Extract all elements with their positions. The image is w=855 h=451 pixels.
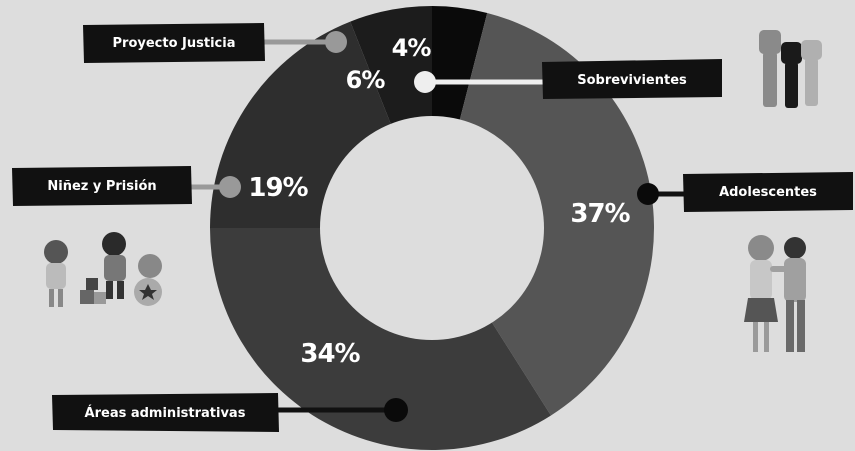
- connectors: [187, 39, 693, 413]
- dot-sobrevivientes: [414, 71, 436, 93]
- pct-adolescentes: 37%: [570, 199, 630, 229]
- pct-proyecto: 6%: [346, 66, 386, 94]
- label-text-areas: Áreas administrativas: [85, 405, 246, 421]
- label-adolescentes: Adolescentes: [683, 172, 853, 212]
- pct-ninez: 19%: [248, 173, 308, 203]
- pct-sobrevivientes: 4%: [392, 34, 432, 62]
- percent-labels: 4% 37% 34% 19% 6%: [248, 34, 631, 369]
- label-text-ninez: Niñez y Prisión: [47, 179, 156, 194]
- children-playing-icon: [44, 232, 162, 307]
- label-text-adolescentes: Adolescentes: [719, 185, 817, 200]
- dot-adolescentes: [637, 183, 659, 205]
- label-box-proyecto: [83, 23, 265, 63]
- donut-hole: [320, 116, 544, 340]
- label-sobrevivientes: Sobrevivientes: [542, 59, 722, 99]
- label-box-ninez: [12, 166, 192, 206]
- label-box-sobrevivientes: [542, 59, 722, 99]
- dot-proyecto: [325, 31, 347, 53]
- label-box-areas: [52, 393, 279, 432]
- dot-ninez: [219, 176, 241, 198]
- label-text-sobrevivientes: Sobrevivientes: [577, 73, 687, 88]
- label-box-adolescentes: [683, 172, 853, 212]
- teen-couple-icon: [744, 235, 806, 352]
- label-areas: Áreas administrativas: [52, 393, 279, 432]
- label-text-proyecto: Proyecto Justicia: [113, 36, 236, 51]
- dot-areas: [384, 398, 408, 422]
- raised-fists-icon: [759, 30, 822, 108]
- label-proyecto: Proyecto Justicia: [83, 23, 265, 63]
- pct-areas: 34%: [300, 339, 360, 369]
- label-ninez: Niñez y Prisión: [12, 166, 192, 206]
